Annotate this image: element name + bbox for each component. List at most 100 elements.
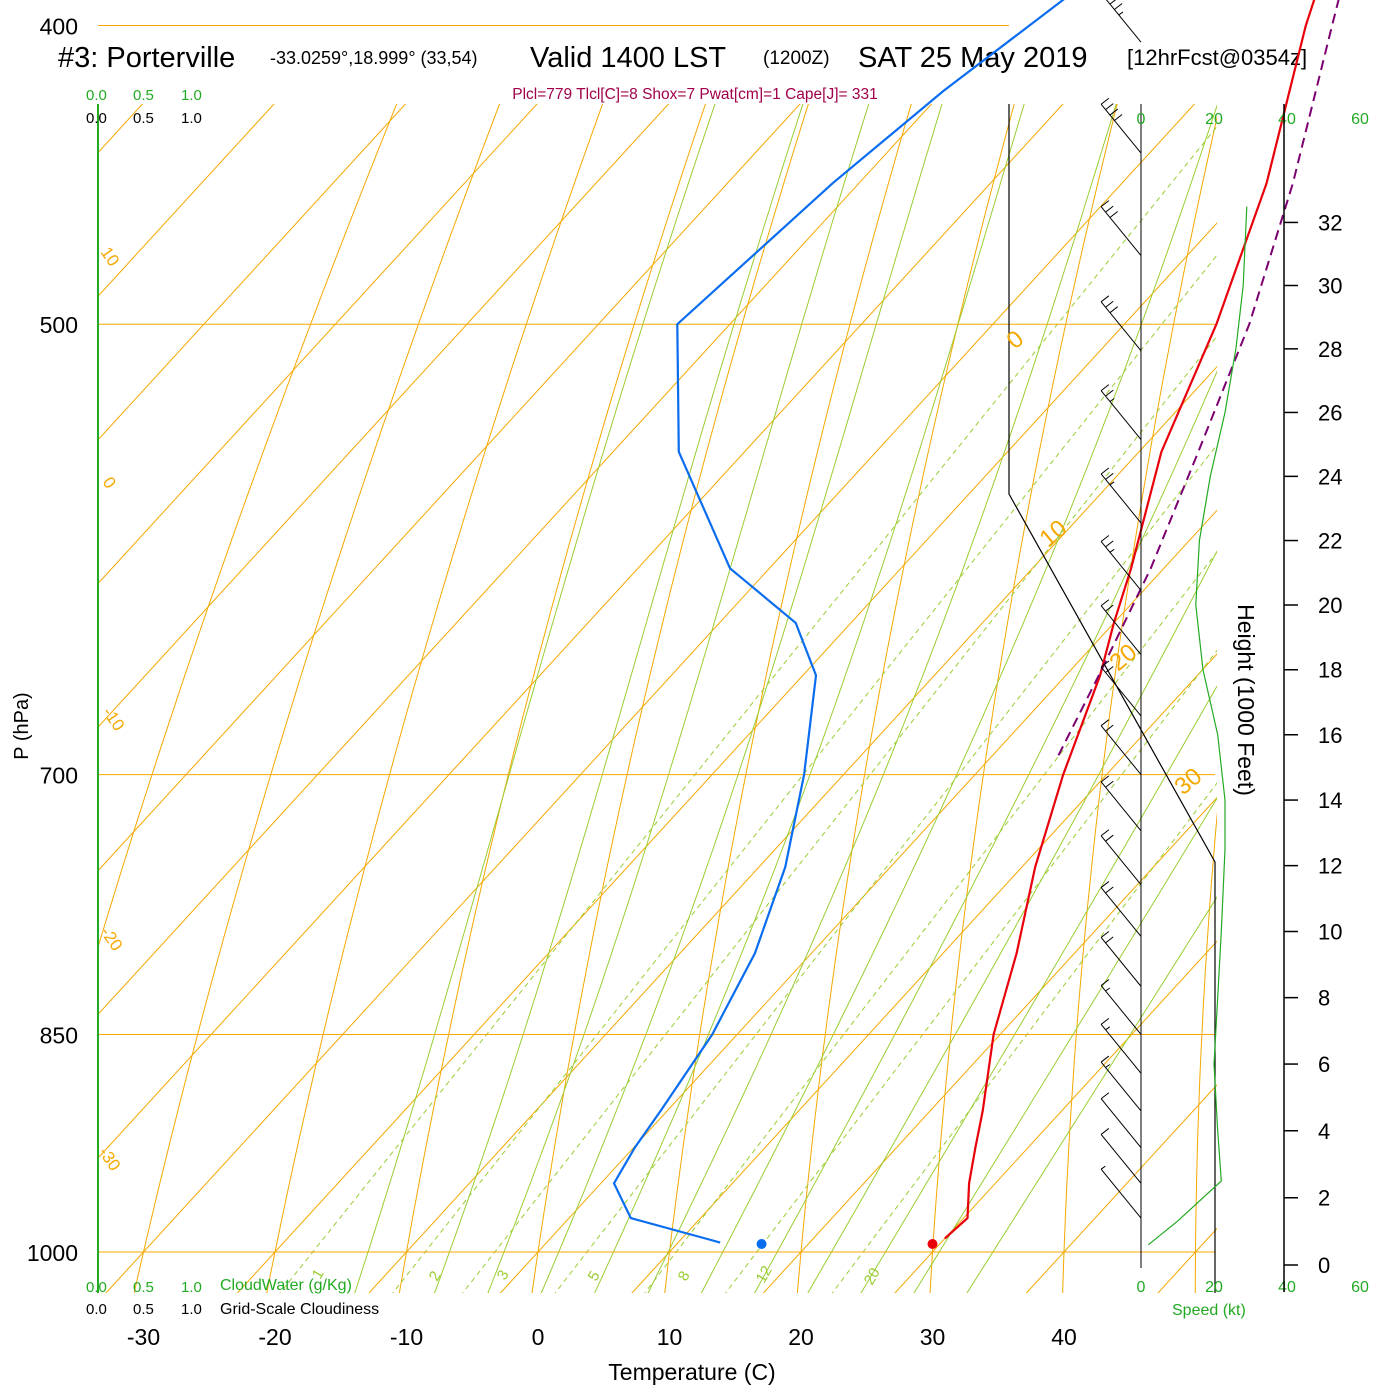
cloud-scale-green-1: 0.5 bbox=[133, 87, 154, 104]
pressure-label-1000: 1000 bbox=[27, 1240, 78, 1266]
temperature-tick--30: -30 bbox=[127, 1324, 160, 1350]
dry-adiabat-line bbox=[1194, 811, 1217, 1293]
speed-tick-bottom-40: 40 bbox=[1278, 1279, 1296, 1296]
wind-barb-full bbox=[1100, 295, 1110, 303]
height-axis-title: Height (1000 Feet) bbox=[1233, 604, 1259, 796]
line-labels: 10 0 -10 -20 -30 0 10 20 30 1 2 3 5 8 12… bbox=[95, 243, 1208, 1288]
speed-tick-top-60: 60 bbox=[1351, 111, 1369, 128]
height-tick-label-16: 16 bbox=[1318, 723, 1342, 748]
mixing-ratio-line bbox=[725, 649, 1217, 1293]
wind-barb-full bbox=[1105, 724, 1114, 732]
dry-adiabat-line bbox=[664, 104, 912, 1293]
speed-tick-top-0: 0 bbox=[1137, 111, 1146, 128]
wind-barb-full bbox=[1100, 660, 1110, 668]
wind-barb-full bbox=[1100, 200, 1110, 208]
wind-barb-staff bbox=[1100, 301, 1142, 352]
mixing-ratio-line bbox=[831, 782, 1217, 1293]
moist-adiabat-line bbox=[807, 550, 1217, 1293]
dry-adiabat-label-0: 0 bbox=[99, 473, 120, 492]
wind-barb bbox=[1100, 881, 1142, 937]
isotherm-line bbox=[368, 365, 1217, 1293]
cloud-scale-black-0: 0.0 bbox=[86, 110, 107, 127]
wind-barb bbox=[1105, 0, 1142, 43]
data-traces bbox=[612, 0, 1340, 1249]
wind-barb-full bbox=[1114, 3, 1123, 10]
wind-barb-full bbox=[1100, 881, 1110, 888]
mixing-ratio-line bbox=[392, 254, 1217, 1293]
isotherm-line bbox=[105, 104, 1196, 1293]
wind-panel: 0 20 40 60 0 20 40 60 Speed (kt) bbox=[1100, 0, 1369, 1319]
wind-barb bbox=[1100, 467, 1142, 524]
wind-barb-staff bbox=[1100, 473, 1142, 524]
wind-barb bbox=[1100, 719, 1142, 775]
wind-barb bbox=[1100, 979, 1142, 1035]
isobar-lines bbox=[98, 25, 1215, 1253]
isotherm-line bbox=[98, 104, 801, 872]
wind-barb-half bbox=[1109, 481, 1115, 486]
cloud-scale-green-2: 1.0 bbox=[181, 87, 202, 104]
temperature-tick-20: 20 bbox=[788, 1324, 814, 1350]
wind-barb-full bbox=[1100, 535, 1110, 542]
wind-barb-full bbox=[1100, 1055, 1110, 1063]
height-tick-label-32: 32 bbox=[1318, 210, 1342, 235]
dry-adiabat-line bbox=[398, 104, 707, 1293]
mixing-ratio-label-2: 2 bbox=[426, 1268, 445, 1284]
wind-barb-half bbox=[1105, 1064, 1111, 1068]
cloud-scale-bottom-green-1: 0.5 bbox=[133, 1279, 154, 1296]
isotherm-line bbox=[98, 104, 670, 728]
wind-barb-staff bbox=[1100, 1061, 1142, 1112]
moist-adiabat-line bbox=[647, 104, 1117, 1293]
moist-adiabat-line bbox=[434, 104, 804, 1293]
mixing-ratio-label-5: 5 bbox=[585, 1268, 604, 1284]
wind-barb-half bbox=[1105, 987, 1111, 992]
moist-adiabat-line bbox=[754, 370, 1217, 1293]
height-tick-label-12: 12 bbox=[1318, 854, 1342, 879]
mixing-ratio-line bbox=[644, 551, 1217, 1293]
wind-barb-full bbox=[1100, 467, 1110, 475]
pressure-axis-title: P (hPa) bbox=[11, 692, 33, 759]
wind-barb-half bbox=[1105, 1026, 1111, 1031]
wind-speed-trace bbox=[1147, 206, 1248, 1246]
cloudiness-label: Grid-Scale Cloudiness bbox=[220, 1301, 379, 1318]
moist-adiabat-line bbox=[487, 104, 870, 1293]
isotherm-line bbox=[1157, 1227, 1217, 1293]
temperature-axis: -30 -20 -10 0 10 20 30 40 bbox=[127, 1324, 1077, 1350]
height-tick-label-30: 30 bbox=[1318, 274, 1342, 299]
height-tick-label-20: 20 bbox=[1318, 593, 1342, 618]
parcel-trace bbox=[1057, 0, 1340, 756]
height-tick-label-22: 22 bbox=[1318, 529, 1342, 554]
wind-barb-full bbox=[1105, 604, 1114, 612]
wind-barb-full bbox=[1105, 666, 1114, 673]
speed-axis-label: Speed (kt) bbox=[1172, 1302, 1246, 1319]
pressure-label-400: 400 bbox=[40, 14, 78, 40]
wind-barb-staff bbox=[1100, 541, 1142, 591]
cloudiness-panel: 0.0 0.5 1.0 0.0 0.5 1.0 0.0 0.5 1.0 Clou… bbox=[86, 87, 379, 1318]
wind-barb bbox=[1100, 1128, 1142, 1184]
wind-barb bbox=[1100, 97, 1142, 154]
wind-barb bbox=[1100, 599, 1142, 655]
wind-barb-full bbox=[1105, 205, 1114, 213]
wind-barb bbox=[1100, 1165, 1142, 1219]
height-tick-label-0: 0 bbox=[1318, 1253, 1330, 1278]
wind-barb-full bbox=[1100, 1128, 1110, 1135]
speed-tick-bottom-0: 0 bbox=[1137, 1279, 1146, 1296]
wind-barb-full bbox=[1109, 0, 1117, 5]
wind-barb-staff bbox=[1100, 1098, 1142, 1148]
temperature-trace bbox=[944, 0, 1316, 1240]
wind-barb-full bbox=[1105, 103, 1114, 111]
wind-barb-full bbox=[1105, 936, 1114, 944]
wind-barb bbox=[1100, 1017, 1142, 1074]
pressure-label-500: 500 bbox=[40, 312, 78, 338]
speed-tick-bottom-20: 20 bbox=[1205, 1279, 1223, 1296]
isotherm-label-20: 20 bbox=[1105, 639, 1143, 677]
wind-barb bbox=[1100, 829, 1142, 885]
isotherm-label-30: 30 bbox=[1170, 763, 1208, 801]
height-tick-label-24: 24 bbox=[1318, 464, 1342, 489]
speed-tick-top-20: 20 bbox=[1205, 111, 1223, 128]
background-lines bbox=[98, 104, 1217, 1293]
wind-barb bbox=[1100, 295, 1142, 352]
wind-barb bbox=[1100, 660, 1142, 717]
wind-barb-full bbox=[1100, 599, 1110, 607]
isotherm-line bbox=[236, 222, 1217, 1293]
